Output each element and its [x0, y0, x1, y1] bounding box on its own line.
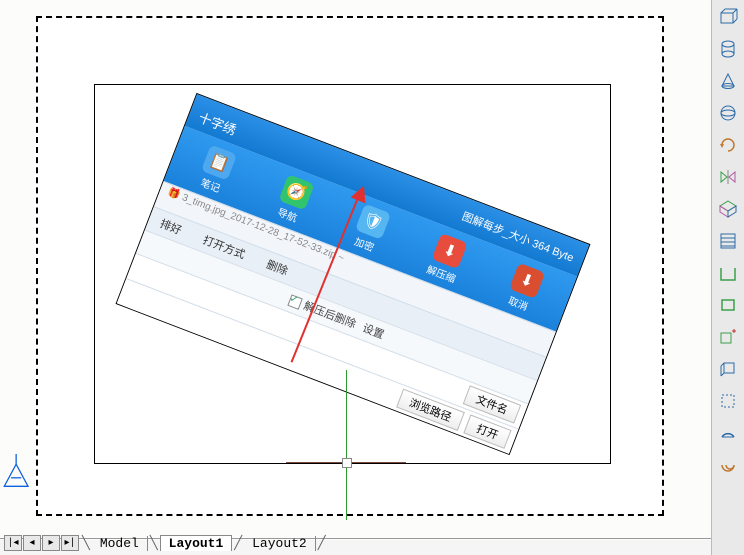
nav-icon: 🧭 [278, 174, 314, 210]
sphere-icon[interactable] [715, 100, 741, 126]
extract-icon: ⬇ [431, 233, 467, 269]
half-circle-icon[interactable] [715, 420, 741, 446]
rect-icon[interactable] [715, 292, 741, 318]
notes-icon: 📋 [201, 145, 237, 181]
cone-icon[interactable] [715, 68, 741, 94]
box3d-icon[interactable] [715, 4, 741, 30]
tab-next-button[interactable]: ▸ [42, 535, 60, 551]
plus-rect-icon[interactable] [715, 324, 741, 350]
right-toolbar [711, 0, 744, 555]
viewport[interactable]: 十字绣 图解每步_大小 364 Byte 📋笔记 🧭导航 🛡加密 ⬇解压缩 ⬇取… [94, 84, 611, 464]
tab-first-button[interactable]: |◂ [4, 535, 22, 551]
box-iso-icon[interactable] [715, 356, 741, 382]
tab-prev-button[interactable]: ◂ [23, 535, 41, 551]
embedded-image: 十字绣 图解每步_大小 364 Byte 📋笔记 🧭导航 🛡加密 ⬇解压缩 ⬇取… [115, 93, 590, 455]
checkbox-icon [286, 294, 302, 310]
tab-model[interactable]: Model [92, 536, 148, 551]
ucs-icon [0, 454, 34, 488]
dash-box-icon[interactable] [715, 388, 741, 414]
view-cube-icon[interactable] [715, 196, 741, 222]
paper-space-canvas[interactable]: 十字绣 图解每步_大小 364 Byte 📋笔记 🧭导航 🛡加密 ⬇解压缩 ⬇取… [0, 0, 712, 540]
cylinder-icon[interactable] [715, 36, 741, 62]
crosshair-vertical [346, 370, 347, 520]
tab-layout2[interactable]: Layout2 [244, 536, 316, 551]
cancel-icon: ⬇ [508, 263, 544, 299]
hatch-rect-icon[interactable] [715, 228, 741, 254]
layout-tab-strip: |◂ ◂ ▸ ▸| ╲ Model ╲ Layout1 ╱ Layout2 ╱ [4, 535, 328, 551]
open-rect-icon[interactable] [715, 260, 741, 286]
shield-icon: 🛡 [354, 204, 390, 240]
swirl-icon[interactable] [715, 452, 741, 478]
crosshair-pickbox-icon [342, 458, 352, 468]
tab-last-button[interactable]: ▸| [61, 535, 79, 551]
tab-layout1[interactable]: Layout1 [160, 535, 233, 551]
mirror3d-icon[interactable] [715, 164, 741, 190]
rotate3d-icon[interactable] [715, 132, 741, 158]
